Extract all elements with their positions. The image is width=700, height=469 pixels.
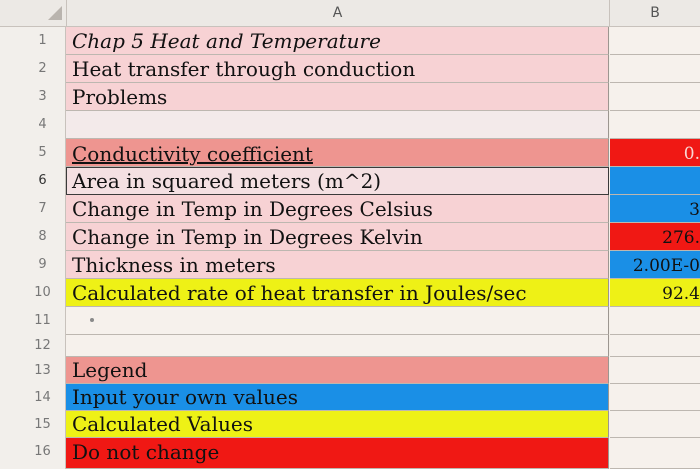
cell-b1[interactable] bbox=[610, 27, 700, 55]
row-header-2[interactable]: 2 bbox=[0, 55, 66, 83]
cell-a4[interactable] bbox=[66, 111, 609, 139]
cell-b5[interactable]: 0. bbox=[610, 139, 700, 167]
row-header-1[interactable]: 1 bbox=[0, 27, 66, 55]
column-header-b[interactable]: B bbox=[610, 0, 700, 26]
row-header-11[interactable]: 11 bbox=[0, 307, 66, 335]
column-header-a[interactable]: A bbox=[66, 0, 610, 26]
cell-a11[interactable] bbox=[66, 307, 609, 335]
row-header-9[interactable]: 9 bbox=[0, 251, 66, 279]
cell-a6[interactable]: Area in squared meters (m^2) bbox=[66, 167, 609, 195]
row-header-4[interactable]: 4 bbox=[0, 111, 66, 139]
cell-b7[interactable]: 3 bbox=[610, 195, 700, 223]
cell-b14[interactable] bbox=[610, 384, 700, 411]
column-header-row: A B bbox=[0, 0, 700, 27]
cell-b6[interactable] bbox=[610, 167, 700, 195]
cell-a1[interactable]: Chap 5 Heat and Temperature bbox=[66, 27, 609, 55]
cell-a14[interactable]: Input your own values bbox=[66, 384, 609, 411]
row-header-14[interactable]: 14 bbox=[0, 384, 66, 411]
cell-a10[interactable]: Calculated rate of heat transfer in Joul… bbox=[66, 279, 609, 307]
row-header-5[interactable]: 5 bbox=[0, 139, 66, 167]
row-header-15[interactable]: 15 bbox=[0, 411, 66, 438]
cell-b12[interactable] bbox=[610, 335, 700, 357]
cell-b3[interactable] bbox=[610, 83, 700, 111]
cell-a12[interactable] bbox=[66, 335, 609, 357]
cell-b11[interactable] bbox=[610, 307, 700, 335]
cell-a13[interactable]: Legend bbox=[66, 357, 609, 384]
row-header-6[interactable]: 6 bbox=[0, 167, 66, 195]
row-header-12[interactable]: 12 bbox=[0, 335, 66, 357]
row-header-7[interactable]: 7 bbox=[0, 195, 66, 223]
cell-b16[interactable] bbox=[610, 438, 700, 469]
row-header-16[interactable]: 16 bbox=[0, 438, 66, 469]
cell-b2[interactable] bbox=[610, 55, 700, 83]
cell-b13[interactable] bbox=[610, 357, 700, 384]
cell-b15[interactable] bbox=[610, 411, 700, 438]
cell-a9[interactable]: Thickness in meters bbox=[66, 251, 609, 279]
cell-b9[interactable]: 2.00E-0 bbox=[610, 251, 700, 279]
select-all-triangle-icon bbox=[48, 6, 62, 20]
cell-b10[interactable]: 92.4 bbox=[610, 279, 700, 307]
cell-a2[interactable]: Heat transfer through conduction bbox=[66, 55, 609, 83]
row-header-13[interactable]: 13 bbox=[0, 357, 66, 384]
row-header-10[interactable]: 10 bbox=[0, 279, 66, 307]
cell-a8[interactable]: Change in Temp in Degrees Kelvin bbox=[66, 223, 609, 251]
cell-a5[interactable]: Conductivity coefficient bbox=[66, 139, 609, 167]
select-all-corner[interactable] bbox=[0, 0, 67, 26]
cell-b8[interactable]: 276. bbox=[610, 223, 700, 251]
cell-a3[interactable]: Problems bbox=[66, 83, 609, 111]
row-header-8[interactable]: 8 bbox=[0, 223, 66, 251]
cell-b4[interactable] bbox=[610, 111, 700, 139]
cell-a7[interactable]: Change in Temp in Degrees Celsius bbox=[66, 195, 609, 223]
cursor-dot-icon bbox=[90, 318, 94, 322]
cell-a16[interactable]: Do not change bbox=[66, 438, 609, 469]
row-header-3[interactable]: 3 bbox=[0, 83, 66, 111]
cell-a15[interactable]: Calculated Values bbox=[66, 411, 609, 438]
